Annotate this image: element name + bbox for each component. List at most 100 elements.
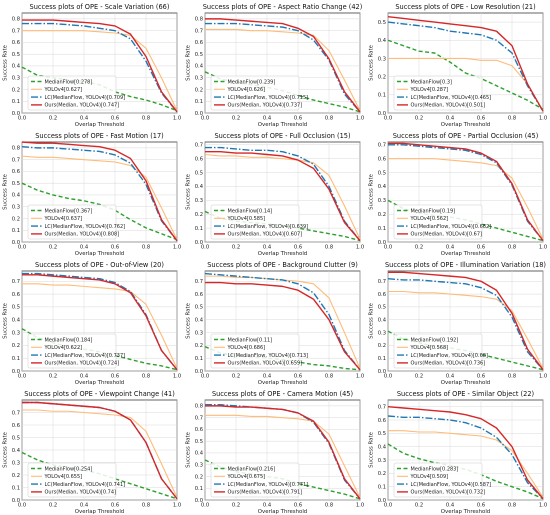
- x-tick-label: 0.2: [232, 116, 240, 122]
- x-tick-label: 0.0: [201, 116, 209, 122]
- legend-entry: Ours(Median, YOLOv4)[0.67]: [411, 232, 483, 238]
- legend-box: [27, 204, 117, 240]
- y-tick-label: 0.4: [378, 38, 387, 44]
- x-tick-label: 0.6: [111, 116, 119, 122]
- legend-box: [210, 204, 300, 240]
- series-line: [387, 415, 544, 500]
- legend-entry: YOLOv4[0.675]: [227, 474, 266, 480]
- y-tick-label: 0.3: [195, 76, 203, 82]
- x-tick-label: 1.0: [539, 503, 547, 509]
- series-line: [21, 155, 178, 240]
- series-line: [387, 277, 544, 371]
- x-tick-label: 1.0: [539, 374, 547, 380]
- x-tick-label: 0.2: [49, 116, 57, 122]
- y-tick-label: 0.3: [12, 76, 20, 82]
- y-tick-label: 0.1: [12, 356, 20, 362]
- legend-entry: MedianFlow[0.192]: [411, 337, 459, 343]
- y-tick-label: 0.1: [378, 226, 386, 232]
- series-line: [388, 290, 544, 369]
- y-tick-label: 0.2: [12, 87, 20, 93]
- x-tick-label: 0.2: [49, 374, 57, 380]
- x-tick-label: 1.0: [173, 503, 181, 509]
- x-tick-label: 0.2: [49, 503, 57, 509]
- y-tick-label: 0.3: [378, 198, 386, 204]
- success-plot-chart: 0.0 0.2 0.4 0.6 0.8 1.0 0.0 0.1 0.2 0.3 0.4 0.5 Succ…: [369, 3, 548, 128]
- y-tick-label: 0.4: [378, 318, 387, 324]
- y-axis-label: Success Rate: [369, 173, 375, 209]
- series-line: [387, 39, 544, 110]
- y-tick-label: 0.0: [12, 240, 20, 246]
- y-tick-label: 0.7: [12, 279, 20, 285]
- success-plot-chart: 0.0 0.2 0.4 0.6 0.8 1.0 0.0 0.1 0.2 0.3 0.4 0.5 0.6 0…: [186, 261, 365, 386]
- y-tick-label: 0.0: [378, 498, 386, 504]
- x-tick-label: 0.4: [446, 245, 455, 251]
- y-tick-label: 0.2: [195, 212, 203, 218]
- legend-box: [210, 333, 300, 369]
- legend-entry: LC(MedianFlow, YOLOv4)[0.771]: [228, 482, 309, 488]
- x-tick-label: 0.8: [325, 503, 333, 509]
- x-tick-label: 0.2: [415, 245, 423, 251]
- y-tick-label: 0.5: [12, 435, 20, 441]
- legend-entry: MedianFlow[0.367]: [45, 208, 93, 214]
- legend-entry: YOLOv4[0.509]: [410, 474, 449, 480]
- chart-title: Success plots of OPE - Camera Motion (45…: [212, 390, 353, 398]
- x-axis-label: Overlap Threshold: [441, 509, 490, 515]
- series-line: [22, 401, 178, 500]
- x-tick-label: 0.0: [18, 374, 26, 380]
- y-tick-label: 0.4: [195, 184, 204, 190]
- x-axis-label: Overlap Threshold: [75, 122, 124, 128]
- series-line: [205, 405, 361, 500]
- x-tick-label: 0.8: [325, 116, 333, 122]
- x-tick-label: 0.6: [111, 245, 119, 251]
- y-tick-label: 0.3: [378, 458, 386, 464]
- x-tick-label: 0.4: [446, 503, 455, 509]
- y-tick-label: 0.7: [378, 279, 386, 285]
- legend-entry: Ours(Median, YOLOv4)[0.736]: [411, 361, 486, 367]
- legend-entry: YOLOv4[0.585]: [227, 216, 266, 222]
- y-tick-label: 0.7: [12, 410, 20, 416]
- x-tick-label: 0.6: [477, 374, 485, 380]
- x-tick-label: 0.2: [232, 245, 240, 251]
- x-tick-label: 0.0: [201, 245, 209, 251]
- x-tick-label: 0.4: [263, 503, 272, 509]
- legend-entry: YOLOv4[0.622]: [44, 345, 83, 351]
- y-tick-label: 0.6: [195, 292, 203, 298]
- x-tick-label: 0.4: [263, 245, 272, 251]
- y-tick-label: 0.0: [378, 111, 386, 117]
- legend-entry: Ours(Median, YOLOv4)[0.732]: [411, 490, 486, 496]
- chart-title: Success plots of OPE - Scale Variation (…: [30, 3, 170, 11]
- y-tick-label: 0.5: [195, 439, 203, 445]
- y-tick-label: 0.6: [378, 156, 386, 162]
- chart-title: Success plots of OPE - Illumination Vari…: [385, 261, 546, 269]
- x-tick-label: 0.0: [201, 374, 209, 380]
- y-tick-label: 0.4: [195, 64, 204, 70]
- x-tick-label: 0.0: [384, 503, 392, 509]
- y-tick-label: 0.1: [378, 93, 386, 99]
- legend-entry: YOLOv4[0.287]: [410, 87, 449, 93]
- y-tick-label: 0.0: [195, 111, 203, 117]
- x-tick-label: 0.8: [508, 245, 516, 251]
- y-axis-label: Success Rate: [186, 173, 192, 209]
- success-plot-chart: 0.0 0.2 0.4 0.6 0.8 1.0 0.0 0.1 0.2 0.3 0.4 0.5 0.6 0…: [186, 132, 365, 257]
- x-tick-label: 0.6: [477, 503, 485, 509]
- series-line: [22, 283, 178, 369]
- x-tick-label: 0.8: [325, 245, 333, 251]
- legend-entry: LC(MedianFlow, YOLOv4)[0.737]: [45, 353, 126, 359]
- x-axis-label: Overlap Threshold: [258, 251, 307, 257]
- series-line: [21, 141, 178, 242]
- y-tick-label: 0.2: [12, 343, 20, 349]
- series-line: [388, 142, 544, 242]
- series-line: [205, 146, 361, 242]
- x-tick-label: 0.8: [142, 503, 150, 509]
- x-axis-label: Overlap Threshold: [441, 122, 490, 128]
- x-tick-label: 1.0: [539, 245, 547, 251]
- series-line: [204, 153, 361, 240]
- success-plot-chart: 0.0 0.2 0.4 0.6 0.8 1.0 0.0 0.1 0.2 0.3 0.4 0.5 0.6 0…: [186, 390, 365, 515]
- y-tick-label: 0.2: [12, 216, 20, 222]
- y-axis-label: Success Rate: [369, 44, 375, 80]
- legend-entry: MedianFlow[0.11]: [228, 337, 273, 343]
- x-tick-label: 0.2: [415, 503, 423, 509]
- y-tick-label: 0.2: [378, 343, 386, 349]
- success-plot-chart: 0.0 0.2 0.4 0.6 0.8 1.0 0.0 0.1 0.2 0.3 0.4 0.5 0.6 0…: [369, 261, 548, 386]
